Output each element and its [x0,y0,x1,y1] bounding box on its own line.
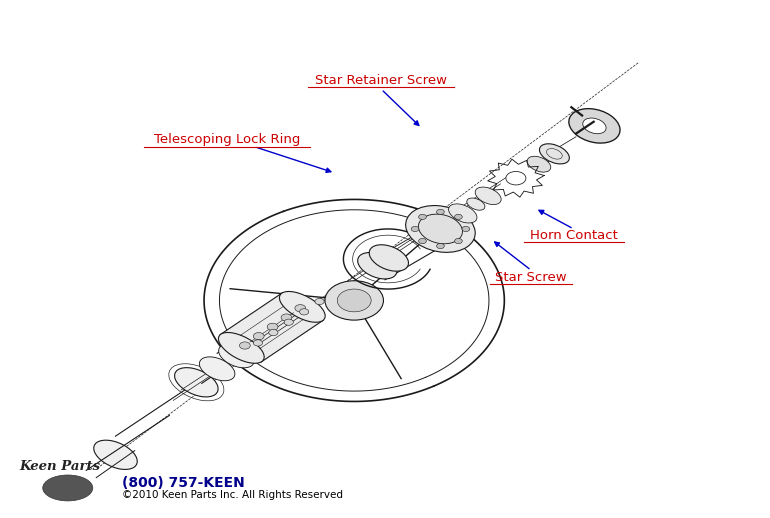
Text: Horn Contact: Horn Contact [530,229,618,242]
Ellipse shape [583,118,606,134]
Circle shape [281,314,292,321]
Ellipse shape [370,245,408,271]
Ellipse shape [467,198,485,210]
Ellipse shape [406,206,475,252]
Circle shape [454,238,462,243]
Ellipse shape [475,187,501,205]
Circle shape [419,238,427,243]
Text: Star Screw: Star Screw [495,270,567,284]
Ellipse shape [175,368,218,397]
Text: Star Retainer Screw: Star Retainer Screw [315,74,447,87]
Circle shape [253,333,264,340]
Circle shape [437,243,444,249]
Ellipse shape [94,440,137,469]
Circle shape [437,209,444,214]
Circle shape [462,226,470,232]
Circle shape [267,323,278,330]
Ellipse shape [219,344,254,368]
Circle shape [300,309,309,315]
Ellipse shape [42,475,92,501]
Polygon shape [220,293,323,362]
Circle shape [253,340,263,346]
Circle shape [419,214,427,220]
Ellipse shape [219,333,264,363]
Circle shape [325,281,383,320]
Text: Telescoping Lock Ring: Telescoping Lock Ring [154,133,300,147]
Ellipse shape [569,109,620,143]
Circle shape [295,305,306,312]
Text: Keen Parts: Keen Parts [19,461,100,473]
Circle shape [284,319,293,325]
Circle shape [337,289,371,312]
Ellipse shape [418,214,463,244]
Text: (800) 757-KEEN: (800) 757-KEEN [122,476,244,490]
Ellipse shape [527,156,551,172]
Text: ©2010 Keen Parts Inc. All Rights Reserved: ©2010 Keen Parts Inc. All Rights Reserve… [122,491,343,500]
Circle shape [506,171,526,185]
Ellipse shape [449,204,477,223]
Circle shape [411,226,419,232]
Ellipse shape [199,357,235,381]
Ellipse shape [280,292,325,322]
Circle shape [239,342,250,349]
Ellipse shape [358,253,397,279]
Circle shape [269,329,278,336]
Circle shape [454,214,462,220]
Ellipse shape [540,144,569,164]
Circle shape [315,298,324,305]
